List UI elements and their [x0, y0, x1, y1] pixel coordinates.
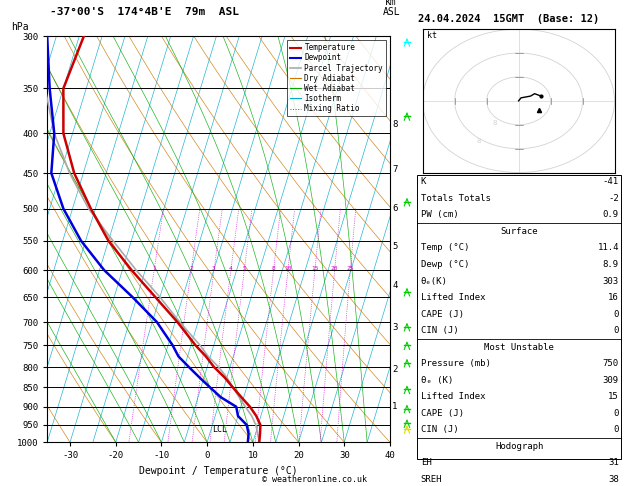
Text: LCL: LCL [212, 425, 227, 434]
Text: 15: 15 [608, 392, 619, 401]
Text: Mixing Ratio  (g/kg): Mixing Ratio (g/kg) [423, 186, 432, 293]
X-axis label: Dewpoint / Temperature (°C): Dewpoint / Temperature (°C) [139, 466, 298, 476]
Text: 8: 8 [272, 266, 276, 271]
Text: 5: 5 [242, 266, 246, 271]
Text: 309: 309 [603, 376, 619, 385]
Text: θₑ (K): θₑ (K) [421, 376, 453, 385]
Text: SREH: SREH [421, 475, 442, 484]
Text: Hodograph: Hodograph [495, 442, 543, 451]
Text: 4: 4 [229, 266, 233, 271]
Text: 16: 16 [608, 293, 619, 302]
Text: Totals Totals: Totals Totals [421, 194, 491, 203]
Text: 0: 0 [613, 326, 619, 335]
Text: 31: 31 [608, 458, 619, 468]
Text: 303: 303 [603, 277, 619, 286]
Text: CIN (J): CIN (J) [421, 425, 459, 434]
Text: 8: 8 [392, 121, 398, 129]
Text: 1: 1 [392, 402, 398, 411]
Text: Pressure (mb): Pressure (mb) [421, 359, 491, 368]
Text: Most Unstable: Most Unstable [484, 343, 554, 352]
Text: 0.9: 0.9 [603, 210, 619, 220]
Text: © weatheronline.co.uk: © weatheronline.co.uk [262, 474, 367, 484]
Text: 1: 1 [152, 266, 156, 271]
Text: 3: 3 [392, 323, 398, 332]
Text: EH: EH [421, 458, 431, 468]
Text: Lifted Index: Lifted Index [421, 293, 486, 302]
Text: 6: 6 [392, 204, 398, 213]
Text: 5: 5 [392, 243, 398, 251]
Text: kt: kt [426, 31, 437, 40]
Text: 38: 38 [608, 475, 619, 484]
Text: CAPE (J): CAPE (J) [421, 310, 464, 319]
Text: 4: 4 [392, 281, 398, 290]
Text: -41: -41 [603, 177, 619, 187]
Text: 2: 2 [392, 364, 398, 374]
Text: -37°00'S  174°4B'E  79m  ASL: -37°00'S 174°4B'E 79m ASL [50, 7, 239, 17]
Text: 8: 8 [493, 120, 497, 126]
Text: 24.04.2024  15GMT  (Base: 12): 24.04.2024 15GMT (Base: 12) [418, 14, 599, 24]
Text: 8.9: 8.9 [603, 260, 619, 269]
Text: 0: 0 [613, 310, 619, 319]
Text: 15: 15 [311, 266, 319, 271]
Text: -2: -2 [608, 194, 619, 203]
Text: 0: 0 [613, 409, 619, 418]
Text: Temp (°C): Temp (°C) [421, 243, 469, 253]
Text: Surface: Surface [501, 227, 538, 236]
Text: Dewp (°C): Dewp (°C) [421, 260, 469, 269]
Text: 7: 7 [392, 165, 398, 174]
Text: 20: 20 [331, 266, 338, 271]
Text: 3: 3 [212, 266, 216, 271]
Text: 0: 0 [613, 425, 619, 434]
Text: 25: 25 [347, 266, 354, 271]
Text: K: K [421, 177, 426, 187]
Text: 750: 750 [603, 359, 619, 368]
Text: CAPE (J): CAPE (J) [421, 409, 464, 418]
Text: 10: 10 [284, 266, 292, 271]
Text: Lifted Index: Lifted Index [421, 392, 486, 401]
Text: hPa: hPa [11, 22, 29, 33]
Text: 11.4: 11.4 [598, 243, 619, 253]
Text: 8: 8 [476, 138, 481, 144]
Text: 2: 2 [189, 266, 193, 271]
Text: PW (cm): PW (cm) [421, 210, 459, 220]
Text: CIN (J): CIN (J) [421, 326, 459, 335]
Text: θₑ(K): θₑ(K) [421, 277, 448, 286]
Legend: Temperature, Dewpoint, Parcel Trajectory, Dry Adiabat, Wet Adiabat, Isotherm, Mi: Temperature, Dewpoint, Parcel Trajectory… [287, 40, 386, 116]
Text: km
ASL: km ASL [382, 0, 400, 17]
